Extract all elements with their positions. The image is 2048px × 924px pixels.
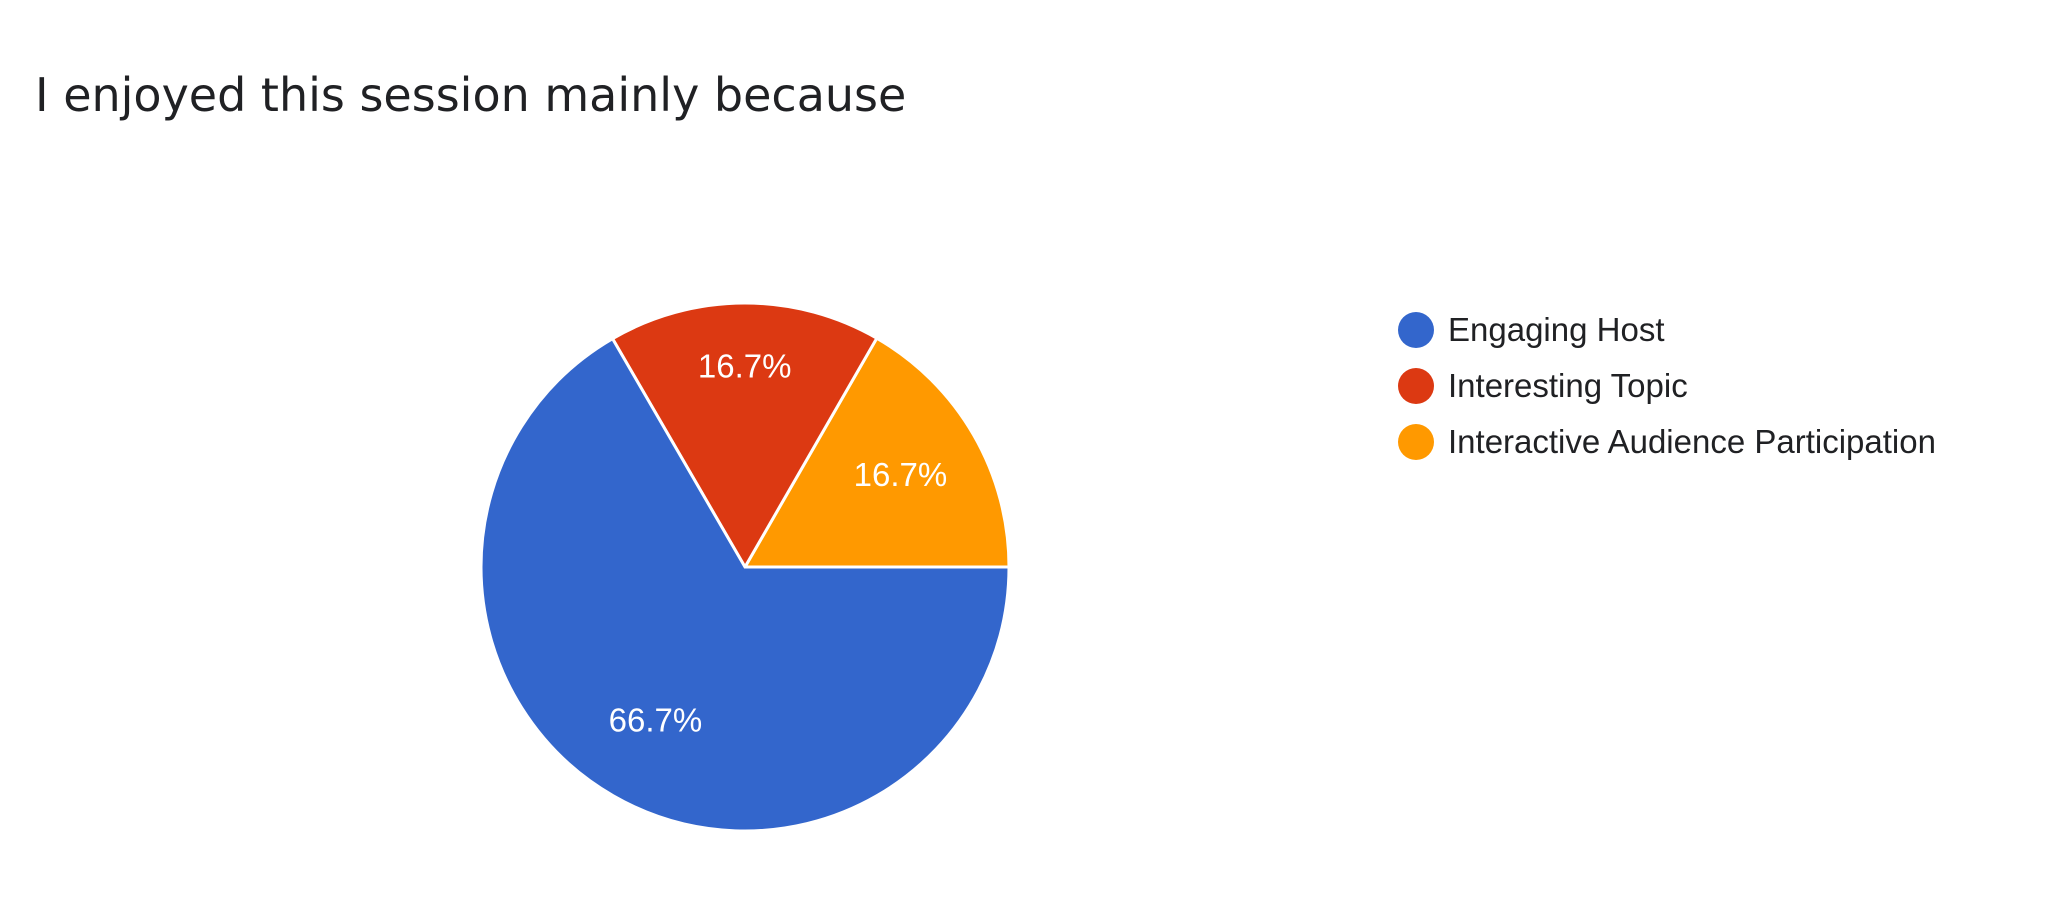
pie-slice-interactive-audience-participation[interactable] <box>742 336 1011 569</box>
legend-label: Interactive Audience Participation <box>1448 423 1936 460</box>
legend-label: Interesting Topic <box>1448 367 1688 404</box>
legend-swatch <box>1398 312 1434 348</box>
legend-item-interesting-topic[interactable]: Interesting Topic <box>1398 358 1936 414</box>
pie-slice-engaging-host[interactable] <box>479 336 1011 833</box>
legend-swatch <box>1398 368 1434 404</box>
slice-label-interactive-audience-participation: 16.7% <box>854 456 948 493</box>
legend-item-interactive-audience-participation[interactable]: Interactive Audience Participation <box>1398 414 1936 470</box>
legend-label: Engaging Host <box>1448 311 1665 348</box>
chart-legend: Engaging Host Interesting Topic Interact… <box>1398 302 1936 470</box>
pie-slice-interesting-topic[interactable] <box>610 301 879 570</box>
legend-swatch <box>1398 424 1434 460</box>
slice-label-engaging-host: 66.7% <box>609 701 703 738</box>
legend-item-engaging-host[interactable]: Engaging Host <box>1398 302 1936 358</box>
slice-label-interesting-topic: 16.7% <box>698 348 792 385</box>
chart-title: I enjoyed this session mainly because <box>35 68 907 122</box>
